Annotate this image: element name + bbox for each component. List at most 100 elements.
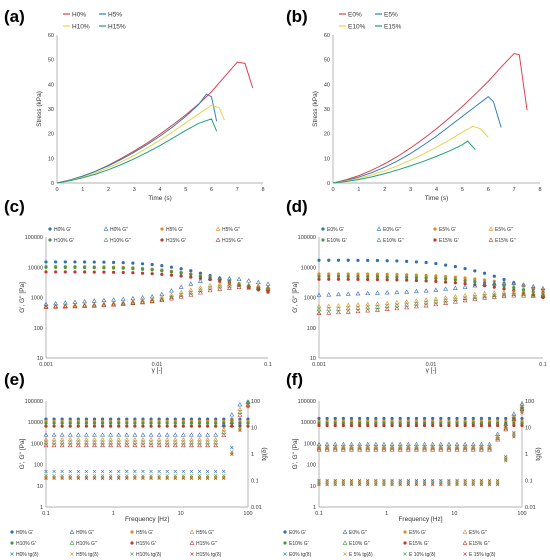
legend-entry: H10% — [72, 24, 90, 31]
y-tick-label: 1000 — [31, 441, 43, 447]
data-point — [439, 481, 443, 485]
data-point — [189, 417, 194, 421]
data-point — [130, 300, 136, 306]
data-point — [366, 423, 370, 428]
data-point — [491, 281, 497, 286]
data-point — [109, 417, 113, 421]
data-point — [414, 445, 419, 450]
data-point — [422, 481, 427, 485]
data-point — [512, 433, 516, 437]
y-tick-label: 30 — [48, 107, 54, 113]
data-point — [246, 421, 250, 425]
data-point — [487, 480, 492, 484]
data-point — [430, 445, 436, 450]
data-point — [336, 291, 341, 297]
y-tick-label: 100000 — [298, 235, 316, 241]
data-point — [63, 270, 67, 274]
data-point — [512, 423, 516, 428]
data-point — [356, 272, 360, 276]
data-point — [433, 296, 439, 301]
data-point — [108, 476, 113, 481]
data-point — [357, 445, 363, 450]
data-point — [141, 424, 145, 428]
data-point — [511, 291, 517, 296]
data-point — [501, 292, 507, 297]
data-point — [149, 417, 153, 421]
data-point — [148, 432, 154, 437]
data-point — [52, 424, 56, 428]
data-point — [406, 482, 411, 487]
data-point — [471, 421, 475, 425]
data-point — [472, 294, 478, 299]
data-point — [132, 442, 138, 448]
data-point — [471, 478, 475, 483]
legend-marker — [130, 530, 134, 534]
data-point — [325, 480, 329, 484]
data-point — [430, 478, 435, 483]
data-point — [181, 469, 186, 474]
legend-marker — [69, 540, 75, 545]
data-point — [117, 424, 121, 428]
x-axis-label: Frequency [Hz] — [398, 516, 442, 523]
x-tick-label: 100 — [243, 511, 252, 517]
data-point — [357, 447, 363, 452]
data-point — [72, 303, 78, 309]
data-point — [434, 279, 438, 283]
data-point — [443, 286, 449, 291]
y-tick-label: 1000 — [304, 296, 316, 302]
data-point — [496, 416, 500, 421]
data-point — [100, 476, 105, 481]
data-point — [443, 295, 449, 300]
data-point — [317, 481, 321, 485]
data-point — [140, 297, 145, 303]
series-line-H0% — [56, 61, 254, 184]
y-tick-label: 20 — [48, 132, 54, 138]
data-point — [454, 445, 460, 450]
data-point — [68, 469, 72, 474]
data-point — [325, 421, 329, 425]
legend-marker — [48, 238, 52, 242]
data-point — [395, 272, 399, 277]
data-point — [178, 294, 184, 299]
data-point — [382, 480, 386, 484]
data-point — [52, 476, 56, 481]
data-point — [149, 421, 153, 425]
data-point — [430, 480, 435, 484]
data-point — [479, 482, 484, 487]
data-point — [479, 423, 483, 428]
data-point — [51, 432, 57, 437]
data-point — [424, 276, 428, 280]
data-point — [439, 423, 443, 428]
data-point — [390, 416, 394, 421]
y-tick-label: 10 — [310, 356, 316, 362]
data-point — [44, 469, 48, 474]
legend-marker — [160, 238, 164, 242]
data-point — [414, 447, 419, 452]
data-point — [502, 277, 506, 282]
data-point — [109, 424, 113, 428]
data-point — [439, 480, 443, 484]
legend-entry: H5% G'' — [222, 227, 240, 233]
data-point — [131, 271, 135, 275]
data-point — [405, 445, 411, 450]
data-point — [365, 290, 371, 296]
data-point — [385, 259, 389, 263]
data-point — [189, 432, 194, 437]
y-tick-label: 100000 — [25, 399, 43, 405]
x-tick-label: 1 — [81, 187, 84, 193]
panel-label: (f) — [286, 370, 303, 389]
data-point — [44, 417, 48, 421]
x-tick-label: 6 — [210, 187, 213, 193]
y2-tick-label: 100 — [525, 399, 534, 405]
data-point — [180, 432, 186, 437]
data-point — [255, 284, 261, 289]
data-point — [44, 474, 48, 478]
data-point — [439, 421, 443, 425]
data-point — [125, 421, 129, 425]
data-point — [398, 480, 402, 484]
data-point — [530, 290, 536, 296]
y-tick-label: 60 — [324, 33, 330, 39]
data-point — [452, 285, 458, 290]
data-point — [332, 447, 338, 452]
data-point — [317, 416, 321, 421]
